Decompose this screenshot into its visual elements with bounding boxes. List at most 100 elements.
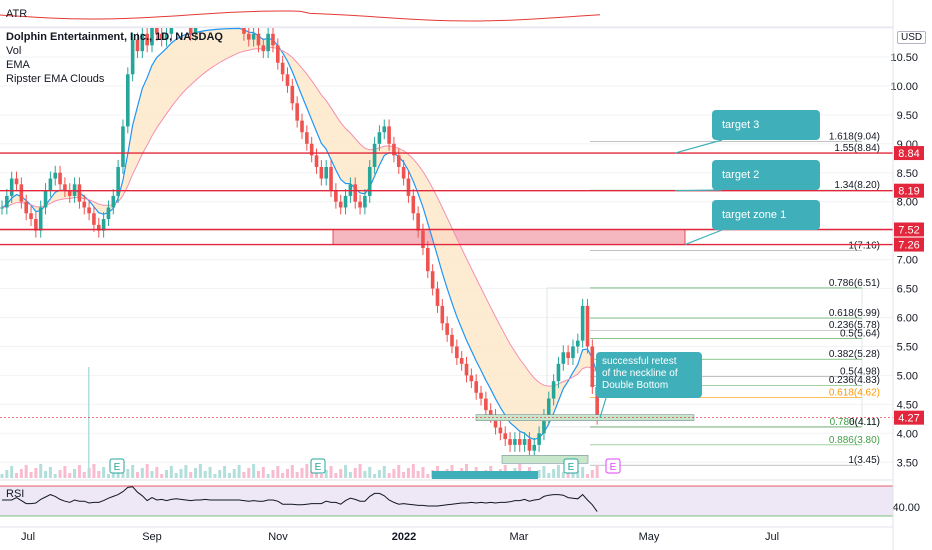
candle-body xyxy=(455,346,459,359)
candle-body xyxy=(387,126,391,144)
candle-body xyxy=(319,166,324,179)
fib-label-15: 1(3.45) xyxy=(848,455,880,466)
indicator-ema: EMA xyxy=(6,59,30,71)
x-tick-0: Jul xyxy=(21,531,35,543)
candle-body xyxy=(96,224,101,231)
ema-clouds xyxy=(1,27,598,441)
price-tag-label-1: 8.19 xyxy=(898,186,919,198)
volume-bar xyxy=(319,474,323,478)
volume-bar xyxy=(581,467,585,478)
volume-bar xyxy=(126,469,130,478)
target-zone xyxy=(332,229,686,245)
y-tick-3: 9.50 xyxy=(897,110,918,122)
candle-body xyxy=(256,33,261,46)
volume-bar xyxy=(140,468,144,478)
volume-bar xyxy=(329,466,333,478)
candle-body xyxy=(421,230,425,249)
volume-bar xyxy=(213,474,217,478)
candle-body xyxy=(193,28,198,34)
callout-stub xyxy=(432,471,538,479)
currency-button[interactable]: USD xyxy=(897,31,927,44)
candle-body xyxy=(116,166,120,196)
y-tick-12: 5.00 xyxy=(897,370,918,382)
volume-bar xyxy=(203,471,207,478)
candle-body xyxy=(561,352,566,364)
candle-body xyxy=(164,33,169,40)
volume-bar xyxy=(39,464,43,478)
volume-bar xyxy=(261,467,265,478)
volume-bar xyxy=(48,467,52,478)
candle-body xyxy=(63,184,67,191)
indicator-ripster: Ripster EMA Clouds xyxy=(6,73,105,85)
candle-body xyxy=(537,433,541,445)
volume-bar xyxy=(421,467,425,478)
volume-bar xyxy=(198,464,202,478)
volume-bar xyxy=(19,469,23,478)
candle-body xyxy=(82,201,87,208)
callout-box-2 xyxy=(712,200,820,230)
candle-body xyxy=(77,184,82,202)
price-tag-label-0: 8.84 xyxy=(898,148,919,160)
volume-bar xyxy=(300,468,304,478)
volume-bar xyxy=(121,473,125,478)
candle-body xyxy=(290,85,295,104)
candle-body xyxy=(576,340,580,347)
fib-label-2: 1.34(8.20) xyxy=(834,180,880,191)
candle-body xyxy=(43,190,48,208)
volume-bar xyxy=(184,465,188,478)
volume-bar xyxy=(232,469,236,478)
candle-body xyxy=(513,439,517,445)
volume-bar xyxy=(295,472,299,478)
volume-bar xyxy=(368,467,372,478)
candle-body xyxy=(300,120,304,133)
candle-body xyxy=(9,178,14,196)
atr-line xyxy=(0,10,601,22)
candle-body xyxy=(242,28,246,34)
fib-label-1: 1.55(8.84) xyxy=(834,143,880,154)
volume-bar xyxy=(416,471,420,478)
volume-bar xyxy=(397,465,401,478)
volume-bar xyxy=(348,472,352,478)
x-tick-4: Mar xyxy=(510,531,529,543)
candle-body xyxy=(542,415,546,434)
candle-body xyxy=(493,415,498,428)
volume-spike xyxy=(88,367,90,478)
candle-body xyxy=(571,346,575,359)
candle-body xyxy=(38,207,43,231)
volume-bar xyxy=(111,470,115,478)
ema-slow-line xyxy=(1,46,598,387)
y-tick-14: 4.00 xyxy=(897,428,918,440)
candle-body xyxy=(508,439,512,445)
candle-body xyxy=(382,126,387,133)
volume-bar xyxy=(542,466,546,478)
volume-bar xyxy=(223,466,227,478)
callout-pointer-2 xyxy=(684,229,723,246)
volume-bar xyxy=(344,465,348,478)
candle-body xyxy=(396,155,401,167)
volume-bar xyxy=(402,472,406,478)
volume-bar xyxy=(150,471,154,478)
rsi-line xyxy=(2,486,598,512)
callout-pointer-3 xyxy=(599,397,607,418)
earnings-label-0: E xyxy=(114,462,121,473)
candle-body xyxy=(24,201,28,214)
volume-bar xyxy=(281,473,285,478)
candle-body xyxy=(392,143,396,156)
candle-body xyxy=(246,33,251,40)
volume-bar xyxy=(34,468,38,478)
candle-body xyxy=(0,207,4,209)
double-bottom-box xyxy=(501,455,589,464)
candle-body xyxy=(363,195,367,208)
candle-body xyxy=(580,305,585,341)
callout-text-0: target 3 xyxy=(722,119,759,131)
volume-bar xyxy=(324,470,328,478)
volume-bar xyxy=(305,464,309,478)
candle-body xyxy=(479,392,483,399)
candle-body xyxy=(67,190,72,196)
candle-body xyxy=(314,155,319,167)
callout-text-1: target 2 xyxy=(722,169,759,181)
y-tick-5: 8.50 xyxy=(897,168,918,180)
candle-body xyxy=(353,184,358,202)
candle-body xyxy=(251,33,256,40)
